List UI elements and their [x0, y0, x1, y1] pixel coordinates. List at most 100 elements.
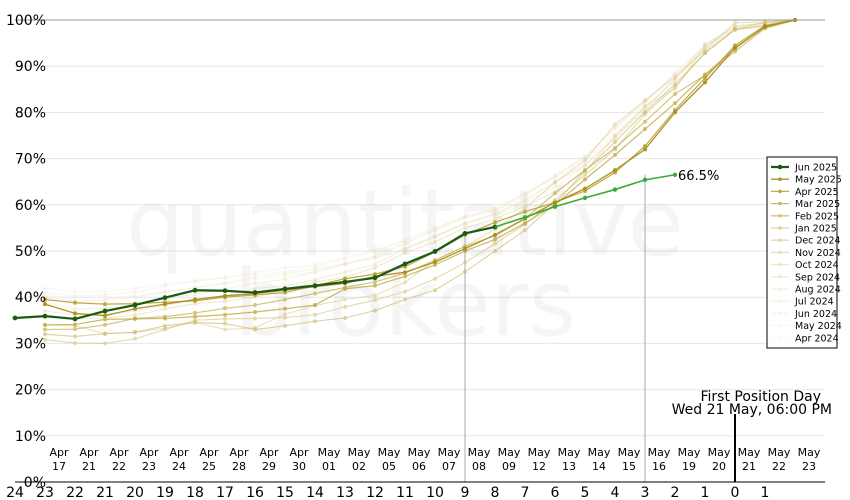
data-point: [463, 246, 467, 251]
data-point: [553, 176, 557, 181]
data-point: [223, 293, 227, 298]
data-point: [403, 247, 407, 252]
data-point: [403, 270, 407, 275]
data-point: [643, 119, 647, 124]
x-date-day: 24: [172, 460, 186, 473]
legend-label: Jan 2025: [794, 224, 837, 235]
x-date-day: 17: [52, 460, 66, 473]
x-date-day: 16: [652, 460, 666, 473]
data-point: [223, 299, 227, 304]
x-date-month: May: [408, 446, 431, 459]
data-point: [493, 207, 497, 212]
y-tick-label: 60%: [15, 198, 46, 214]
series-line: [44, 19, 796, 316]
data-point: [313, 267, 317, 272]
data-point: [673, 101, 677, 106]
x-date-month: May: [528, 446, 551, 459]
x-date-month: May: [708, 446, 731, 459]
data-point: [343, 262, 347, 267]
data-point: [103, 305, 107, 310]
data-point: [103, 313, 107, 318]
data-point: [193, 301, 197, 306]
data-point: [403, 280, 407, 285]
data-point: [43, 309, 47, 314]
data-point: [373, 248, 377, 253]
x-countdown-label: 24: [6, 485, 24, 500]
data-point: [343, 276, 347, 281]
data-point: [613, 136, 617, 141]
x-countdown-label: 8: [491, 485, 500, 500]
legend-label: Aug 2024: [795, 285, 841, 296]
data-point: [313, 303, 317, 308]
data-point: [763, 24, 767, 29]
x-date-month: May: [798, 446, 821, 459]
data-point: [583, 172, 587, 177]
legend-swatch-marker: [778, 201, 782, 206]
data-point: [433, 262, 437, 267]
data-point: [583, 163, 587, 168]
data-point: [283, 312, 287, 317]
x-date-day: 01: [322, 460, 336, 473]
legend-swatch-marker: [778, 299, 782, 304]
data-point: [373, 279, 377, 284]
data-point: [342, 279, 348, 285]
data-point: [192, 287, 198, 293]
data-point: [102, 308, 108, 314]
data-point: [463, 220, 467, 225]
data-point: [523, 228, 527, 233]
x-date-month: May: [678, 446, 701, 459]
data-point: [733, 27, 737, 32]
current-value-label: 66.5%: [678, 169, 719, 184]
data-point: [463, 260, 467, 265]
data-point: [283, 271, 287, 276]
data-point: [373, 265, 377, 270]
data-point: [493, 220, 497, 225]
data-point: [763, 20, 767, 25]
data-point: [103, 292, 107, 297]
x-date-day: 23: [802, 460, 816, 473]
data-point: [373, 283, 377, 288]
data-point: [133, 330, 137, 335]
data-point: [583, 163, 587, 168]
data-point: [283, 315, 287, 320]
data-point: [193, 279, 197, 284]
data-point: [313, 269, 317, 274]
data-point: [313, 279, 317, 284]
series-jan-2025: [43, 18, 797, 339]
data-point: [163, 284, 167, 289]
data-point: [343, 255, 347, 260]
x-date-month: May: [378, 446, 401, 459]
x-date-day: 19: [682, 460, 696, 473]
data-point: [583, 154, 587, 159]
legend-item: [771, 323, 789, 328]
data-point: [463, 213, 467, 218]
legend-item: [771, 275, 789, 279]
data-point: [133, 290, 137, 295]
x-date-month: Apr: [139, 446, 159, 459]
data-point: [283, 265, 287, 270]
data-point: [73, 297, 77, 302]
data-point: [343, 297, 347, 302]
legend-swatch-marker: [778, 226, 782, 230]
data-point: [373, 308, 377, 313]
data-point: [163, 306, 167, 311]
data-point: [673, 82, 677, 87]
data-point: [673, 77, 677, 82]
data-point: [643, 109, 647, 114]
legend-swatch-marker: [778, 311, 782, 316]
series-jun-2024: [43, 18, 797, 298]
legend-label: May 2025: [795, 175, 842, 186]
data-point: [313, 270, 317, 275]
data-point: [433, 235, 437, 240]
x-countdown-label: 18: [186, 485, 204, 500]
annotation-line-2: Wed 21 May, 06:00 PM: [672, 402, 832, 418]
data-point: [703, 80, 707, 85]
data-point: [403, 274, 407, 279]
data-point: [253, 275, 257, 280]
series-line: [44, 19, 796, 305]
data-point: [313, 291, 317, 296]
data-point: [553, 184, 557, 189]
data-point: [703, 42, 707, 47]
data-point: [103, 331, 107, 336]
data-point: [133, 294, 137, 299]
